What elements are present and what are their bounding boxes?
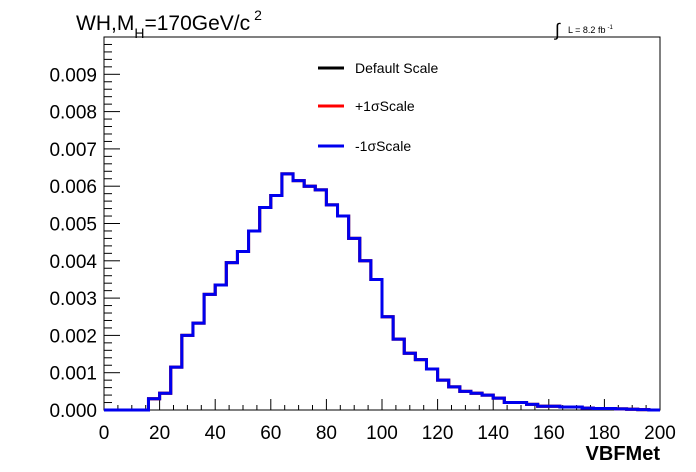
x-tick-label: 100 <box>366 423 398 444</box>
lumi-integral-symbol: ∫ <box>553 20 561 40</box>
y-tick-label: 0.000 <box>49 401 97 422</box>
y-tick-label: 0.003 <box>49 289 97 310</box>
y-tick-label: 0.004 <box>49 252 97 273</box>
title-subscript: H <box>134 25 144 41</box>
lumi-label: ∫ L = 8.2 fb -1 <box>553 20 613 40</box>
y-tick-label: 0.009 <box>49 65 97 86</box>
x-tick-label: 120 <box>422 423 454 444</box>
y-tick-label: 0.007 <box>49 140 97 161</box>
title-prefix: WH,M <box>76 12 134 35</box>
y-axis: 0.000 0.001 0.002 0.003 0.004 0.005 0.006 0.007… <box>49 36 120 422</box>
series-line-2 <box>104 172 660 412</box>
y-tick-label: 0.002 <box>49 326 97 347</box>
chart-title: WH,MH=170GeV/c 2 <box>76 7 262 41</box>
title-superscript: 2 <box>254 7 262 23</box>
lumi-text: L = 8.2 fb -1 <box>568 25 613 35</box>
x-tick-label: 80 <box>316 423 337 444</box>
x-tick-label: 0 <box>99 423 110 444</box>
legend: Default Scale +1σScale -1σScale <box>318 60 438 154</box>
y-tick-label: 0.008 <box>49 103 97 124</box>
plot-frame <box>103 36 661 411</box>
legend-label-1: +1σScale <box>355 98 415 114</box>
y-tick-label: 0.005 <box>49 215 97 236</box>
x-axis: 0 20 40 60 80 100 120 140 160 180 200 <box>99 399 676 444</box>
legend-label-2: -1σScale <box>355 138 411 154</box>
x-tick-label: 180 <box>589 423 621 444</box>
x-tick-label: 20 <box>149 423 170 444</box>
x-tick-label: 160 <box>533 423 565 444</box>
x-tick-label: 200 <box>644 423 676 444</box>
x-tick-label: 140 <box>477 423 509 444</box>
x-tick-label: 40 <box>205 423 226 444</box>
title-suffix: =170GeV/c <box>144 12 250 35</box>
lumi-superscript: -1 <box>607 25 613 31</box>
x-axis-label: VBFMet <box>586 443 661 465</box>
y-tick-label: 0.006 <box>49 177 97 198</box>
x-tick-label: 60 <box>260 423 281 444</box>
y-tick-label: 0.001 <box>49 364 97 385</box>
series-group <box>104 172 660 412</box>
legend-label-0: Default Scale <box>355 60 438 76</box>
lumi-value: L = 8.2 fb <box>568 25 605 35</box>
